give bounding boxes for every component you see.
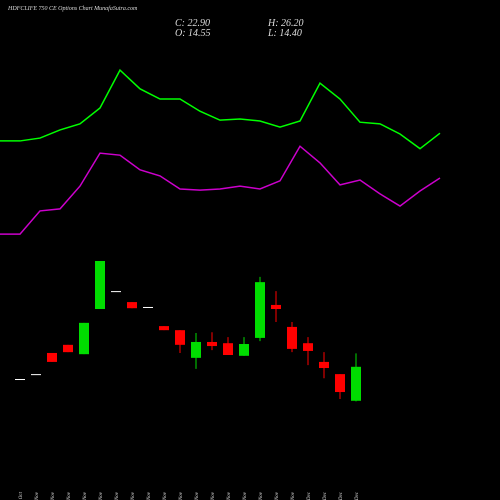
x-tick-label: 24 Nov [227, 491, 232, 500]
candle-body [79, 322, 89, 355]
candle-body [319, 361, 329, 369]
x-tick-label: 06 Nov [35, 491, 40, 500]
x-tick-label: 27 Nov [275, 491, 280, 500]
x-tick-label: 18 Nov [163, 491, 168, 500]
x-tick-label: 17 Nov [147, 491, 152, 500]
candle-body [95, 260, 105, 310]
x-tick-label: 12 Nov [99, 491, 104, 500]
candle-body [223, 343, 233, 355]
candle-body [271, 304, 281, 310]
candle-body [287, 326, 297, 349]
info-high: H: 26.20 [267, 18, 304, 29]
candle-body [31, 374, 41, 376]
candle-body [63, 344, 73, 353]
x-tick-label: 20 Nov [195, 491, 200, 500]
x-tick-label: 02 Dec [323, 491, 328, 500]
x-tick-label: 26 Nov [259, 491, 264, 500]
x-tick-label: 04 Dec [355, 491, 360, 500]
candle-body [143, 306, 153, 308]
candle-body [175, 330, 185, 345]
x-tick-label: 25 Nov [243, 491, 248, 500]
candle-body [111, 291, 121, 293]
x-tick-label: 19 Nov [179, 491, 184, 500]
candle-body [255, 282, 265, 338]
info-open: O: 14.55 [175, 28, 211, 39]
candle-body [335, 374, 345, 393]
candle-body [191, 341, 201, 358]
x-tick-label: 01 Dec [307, 491, 312, 500]
candle-body [207, 341, 217, 347]
candle-body [159, 326, 169, 331]
x-tick-label: 14 Nov [131, 491, 136, 500]
candle-body [127, 302, 137, 309]
candle-body [303, 343, 313, 351]
x-tick-label: 28 Nov [291, 491, 296, 500]
chart-title: HDFCLIFE 750 CE Options Chart MunafaSutr… [7, 5, 138, 12]
x-tick-label: 11 Nov [83, 491, 88, 500]
x-tick-label: 31 Oct [19, 491, 24, 500]
info-low: L: 14.40 [267, 28, 302, 39]
x-tick-label: 07 Nov [51, 491, 56, 500]
indicator-line [0, 68, 441, 150]
indicator-line [0, 145, 441, 235]
candle-body [47, 352, 57, 362]
x-tick-label: 03 Dec [339, 491, 344, 500]
candle-body [351, 366, 361, 401]
candle-body [239, 344, 249, 356]
x-tick-label: 21 Nov [211, 491, 216, 500]
x-tick-label: 08 Nov [67, 491, 72, 500]
candle-body [15, 379, 25, 381]
info-close: C: 22.90 [175, 18, 210, 29]
x-tick-label: 13 Nov [115, 491, 120, 500]
